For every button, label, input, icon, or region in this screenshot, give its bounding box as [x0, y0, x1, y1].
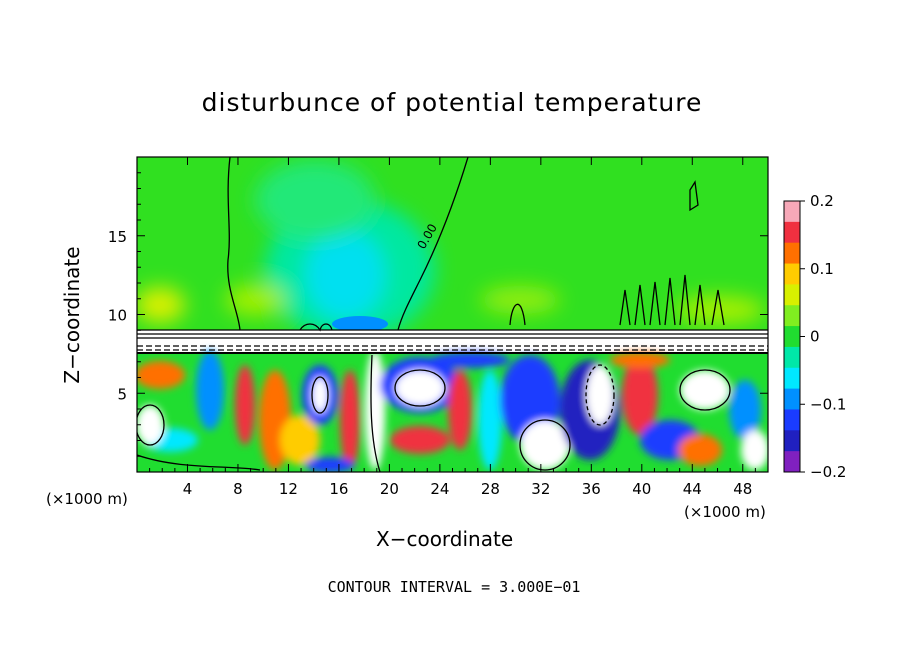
colorbar-swatch [784, 409, 800, 431]
x-unit-right: (×1000 m) [684, 503, 766, 521]
colorbar-swatch [784, 388, 800, 410]
colorbar-swatch [784, 430, 800, 452]
colorbar-swatch [784, 305, 800, 327]
chart-title: disturbunce of potential temperature [201, 88, 703, 117]
zero-contour-right [397, 157, 469, 331]
x-tick-label: 24 [430, 480, 449, 498]
interface-contours [137, 329, 768, 339]
colorbar-swatch [784, 221, 800, 244]
lower-layer-anomalies [137, 350, 768, 472]
heatmap-field: 0.00 [137, 157, 768, 472]
zero-contour-left [227, 157, 241, 331]
x-tick-label: 20 [380, 480, 399, 498]
contour-bottom [137, 454, 261, 471]
colorbar-tick-label: −0.2 [810, 463, 846, 481]
colorbar-swatch [784, 346, 800, 369]
colorbar-tick-label: 0.1 [810, 260, 834, 278]
x-axis-ticks: 4 8 12 16 20 24 28 32 36 40 44 48 [149, 157, 756, 498]
colorbar-tick-label: 0.2 [810, 192, 834, 210]
contour-loop-2 [509, 303, 526, 326]
contour-small [689, 180, 699, 212]
colorbar-swatch [784, 263, 800, 285]
x-tick-label: 4 [183, 480, 193, 498]
colorbar-swatch [784, 242, 800, 265]
x-tick-label: 8 [233, 480, 243, 498]
y-tick-label: 10 [108, 307, 127, 325]
colorbar-tick-label: −0.1 [810, 395, 846, 413]
colorbar-swatch [784, 451, 800, 473]
x-unit-left: (×1000 m) [46, 490, 128, 508]
colorbar-swatch [784, 367, 800, 390]
blue-blob-upper [332, 316, 388, 332]
contour-ring-4 [519, 419, 571, 471]
x-tick-label: 40 [632, 480, 651, 498]
contour-ring-6 [137, 404, 165, 446]
contour-ring-5 [679, 369, 731, 411]
y-tick-label: 15 [108, 228, 127, 246]
contour-vertical [370, 354, 381, 472]
contour-lines [137, 157, 768, 472]
contour-ring-2 [394, 369, 446, 407]
x-tick-label: 16 [329, 480, 348, 498]
x-tick-label: 12 [279, 480, 298, 498]
x-tick-label: 48 [733, 480, 752, 498]
contour-loops [299, 323, 333, 332]
colorbar: 0.2 0.1 0 −0.1 −0.2 [783, 192, 846, 481]
y-tick-label: 5 [117, 385, 127, 403]
contour-interval-label: CONTOUR INTERVAL = 3.000E−01 [327, 578, 581, 596]
contour-ring-3 [585, 364, 615, 426]
colorbar-swatch [784, 201, 800, 223]
x-tick-label: 32 [531, 480, 550, 498]
contour-ring-1 [311, 376, 329, 414]
y-axis-ticks: 5 10 15 [108, 172, 768, 457]
x-axis-label: X−coordinate [376, 527, 514, 551]
colorbar-swatch [784, 284, 800, 306]
colorbar-swatch [784, 326, 800, 348]
colorbar-tick-label: 0 [810, 328, 820, 346]
x-tick-label: 28 [481, 480, 500, 498]
contour-spikes [619, 274, 725, 326]
x-tick-label: 44 [683, 480, 702, 498]
interface-band [137, 330, 768, 353]
x-tick-label: 36 [582, 480, 601, 498]
